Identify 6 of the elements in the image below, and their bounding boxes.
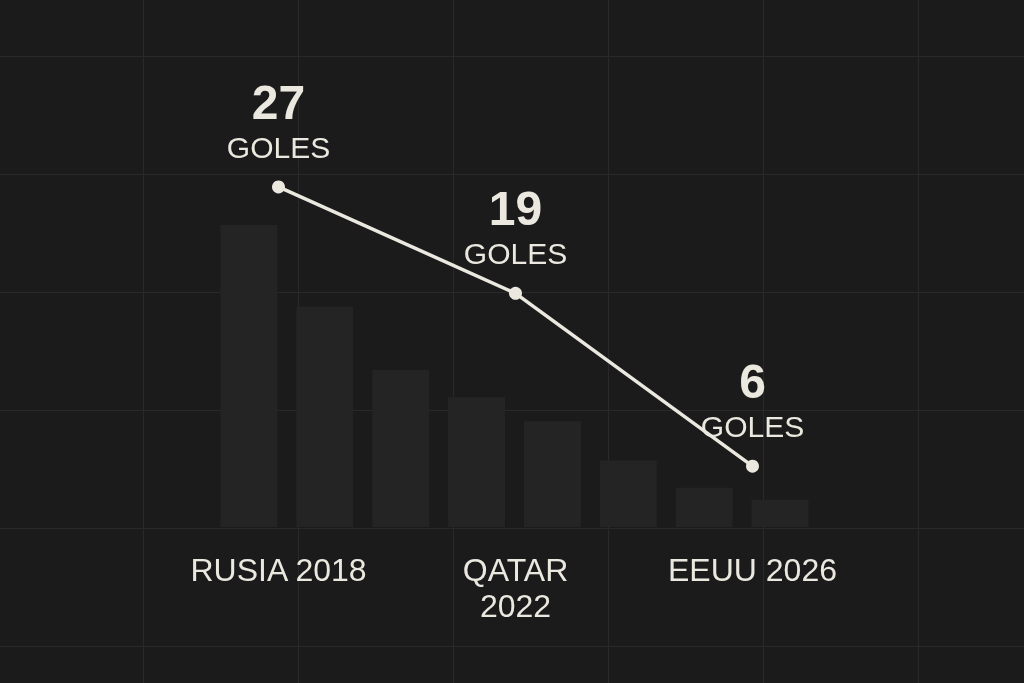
data-label: 6 GOLES: [700, 355, 805, 444]
x-tick-label: EEUU 2026: [668, 552, 837, 588]
x-tick-label: RUSIA 2018: [190, 552, 367, 588]
x-tick-label: QATAR 2022: [462, 552, 569, 624]
data-label: 27 GOLES: [226, 75, 331, 164]
data-label: 19 GOLES: [463, 182, 568, 271]
